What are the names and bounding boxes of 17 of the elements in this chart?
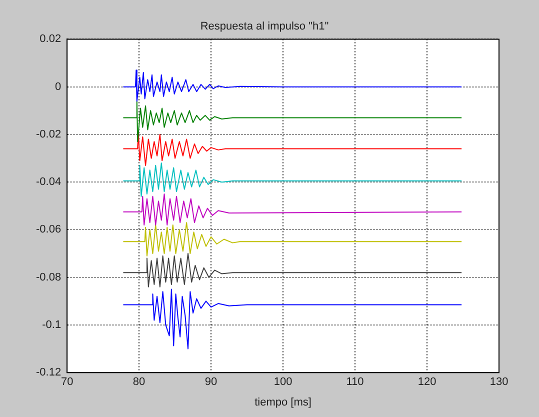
- y-tick-label: -0.1: [42, 319, 62, 332]
- y-tick-label: -0.04: [36, 176, 62, 188]
- y-tick-label: 0: [54, 80, 62, 93]
- x-tick-label: 100: [274, 376, 292, 388]
- x-tick-label: 80: [132, 376, 146, 388]
- y-tick-label: -0.06: [36, 224, 62, 236]
- x-tick-label: 130: [490, 376, 508, 388]
- chart-title: Respuesta al impulso "h1": [200, 20, 329, 33]
- y-tick-label: -0.12: [36, 366, 62, 379]
- y-tick-label: -0.02: [36, 128, 62, 140]
- x-axis-title: tiempo [ms]: [254, 396, 312, 408]
- x-tick-label: 110: [346, 376, 364, 388]
- x-tick-label: 90: [204, 376, 218, 388]
- y-tick-label: -0.08: [36, 271, 62, 284]
- x-tick-label: 70: [60, 376, 74, 388]
- y-tick-label: 0.02: [40, 33, 62, 46]
- x-tick-label: 120: [418, 376, 436, 388]
